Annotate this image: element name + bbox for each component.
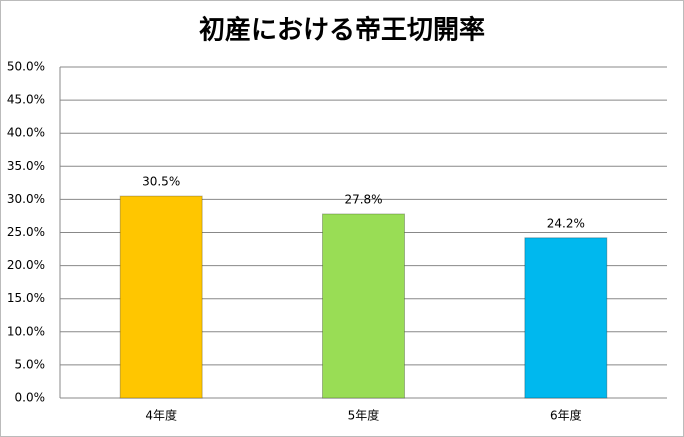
y-tick-label: 0.0%	[15, 391, 46, 405]
value-label: 27.8%	[344, 192, 382, 206]
y-tick-label: 50.0%	[7, 60, 45, 74]
x-tick-label: 5年度	[348, 408, 380, 423]
y-tick-label: 5.0%	[15, 357, 46, 371]
bar	[524, 237, 608, 399]
chart-title: 初産における帝王切開率	[199, 15, 485, 46]
x-tick-label: 4年度	[145, 408, 177, 423]
value-label: 30.5%	[142, 175, 180, 189]
bar	[119, 195, 203, 399]
y-tick-label: 25.0%	[7, 225, 45, 239]
y-tick-label: 35.0%	[7, 159, 45, 173]
y-tick-label: 30.0%	[7, 192, 45, 206]
x-tick-label: 6年度	[550, 408, 582, 423]
y-tick-label: 10.0%	[7, 324, 45, 338]
value-label: 24.2%	[547, 216, 585, 230]
y-tick-label: 40.0%	[7, 126, 45, 140]
y-tick-label: 15.0%	[7, 291, 45, 305]
y-tick-label: 20.0%	[7, 258, 45, 272]
y-tick-label: 45.0%	[7, 93, 45, 107]
bar	[322, 213, 405, 399]
